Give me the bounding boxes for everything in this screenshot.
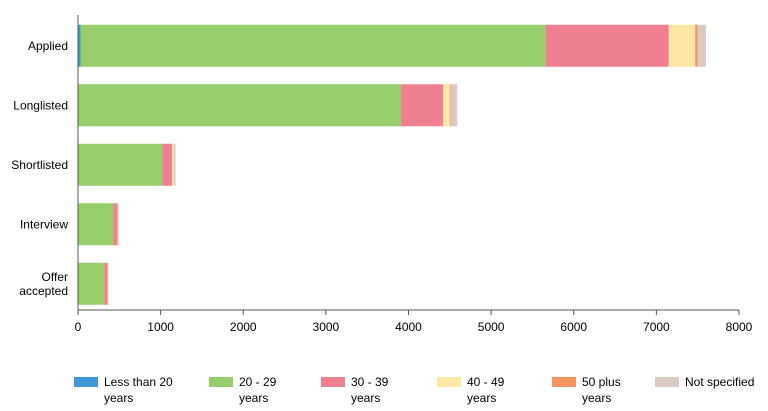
- bar-segment-1-5: [450, 84, 458, 127]
- bar-segment-3-3: [117, 203, 119, 246]
- bar-segment-4-1: [78, 262, 105, 305]
- bar-segment-4-2: [104, 262, 108, 305]
- legend-swatch: [655, 377, 679, 387]
- bar-segment-0-0: [78, 24, 81, 67]
- bar-segment-0-5: [697, 24, 706, 67]
- bar-segment-1-1: [78, 84, 402, 127]
- legend-swatch: [209, 377, 233, 387]
- legend-swatch: [74, 377, 98, 387]
- legend-item: 40 - 49 years: [437, 375, 505, 405]
- bar-segment-0-4: [695, 24, 698, 67]
- x-tick-label: 3000: [313, 320, 340, 334]
- legend-swatch: [437, 377, 461, 387]
- bar-segment-1-2: [401, 84, 444, 127]
- bar-segment-2-5: [173, 143, 176, 186]
- x-tick-label: 7000: [643, 320, 670, 334]
- bar-segment-2-3: [172, 143, 174, 186]
- category-label: Interview: [20, 217, 68, 231]
- x-tick-label: 8000: [726, 320, 753, 334]
- x-tick-label: 6000: [560, 320, 587, 334]
- category-label: accepted: [19, 284, 68, 298]
- category-label: Shortlisted: [11, 158, 68, 172]
- legend: Less than 20 years 20 - 29 years 30 - 39 year…: [74, 375, 754, 405]
- legend-label: years: [239, 391, 268, 405]
- bar-segment-3-2: [113, 203, 118, 246]
- x-tick-label: 0: [75, 320, 82, 334]
- category-label: Longlisted: [13, 98, 68, 112]
- legend-label: years: [467, 391, 496, 405]
- legend-label: 50 plus: [582, 375, 621, 389]
- category-label: Applied: [28, 39, 68, 53]
- bar-segment-2-2: [162, 143, 173, 186]
- legend-item: 30 - 39 years: [321, 375, 389, 405]
- legend-label: 20 - 29: [239, 375, 277, 389]
- x-tick-label: 1000: [147, 320, 174, 334]
- legend-label: years: [582, 391, 611, 405]
- legend-label: years: [351, 391, 380, 405]
- legend-item: Not specified: [655, 375, 754, 389]
- x-tick-label: 2000: [230, 320, 257, 334]
- legend-item: 20 - 29 years: [209, 375, 277, 405]
- bar-segment-1-3: [443, 84, 450, 127]
- bar-segment-1-4: [449, 84, 451, 127]
- legend-item: 50 plus years: [552, 375, 621, 405]
- legend-swatch: [321, 377, 345, 387]
- legend-label: Not specified: [685, 375, 754, 389]
- bar-segment-3-1: [78, 203, 114, 246]
- legend-item: Less than 20 years: [74, 375, 173, 405]
- bars-layer: [78, 24, 706, 305]
- bar-segment-0-2: [545, 24, 669, 67]
- axes-layer: [77, 15, 740, 315]
- legend-label: 40 - 49: [467, 375, 505, 389]
- x-tick-labels: 0 1000 2000 3000 4000 5000 6000 7000 8000: [75, 320, 753, 334]
- legend-label: 30 - 39: [351, 375, 389, 389]
- x-tick-label: 5000: [478, 320, 505, 334]
- legend-swatch: [552, 377, 576, 387]
- bar-segment-0-1: [80, 24, 546, 67]
- bar-segment-2-1: [78, 143, 163, 186]
- category-label: Offer: [42, 270, 68, 284]
- x-tick-label: 4000: [395, 320, 422, 334]
- category-labels: Applied Longlisted Shortlisted Interview Off…: [11, 39, 68, 298]
- legend-label: years: [104, 391, 133, 405]
- bar-segment-0-3: [668, 24, 696, 67]
- legend-label: Less than 20: [104, 375, 173, 389]
